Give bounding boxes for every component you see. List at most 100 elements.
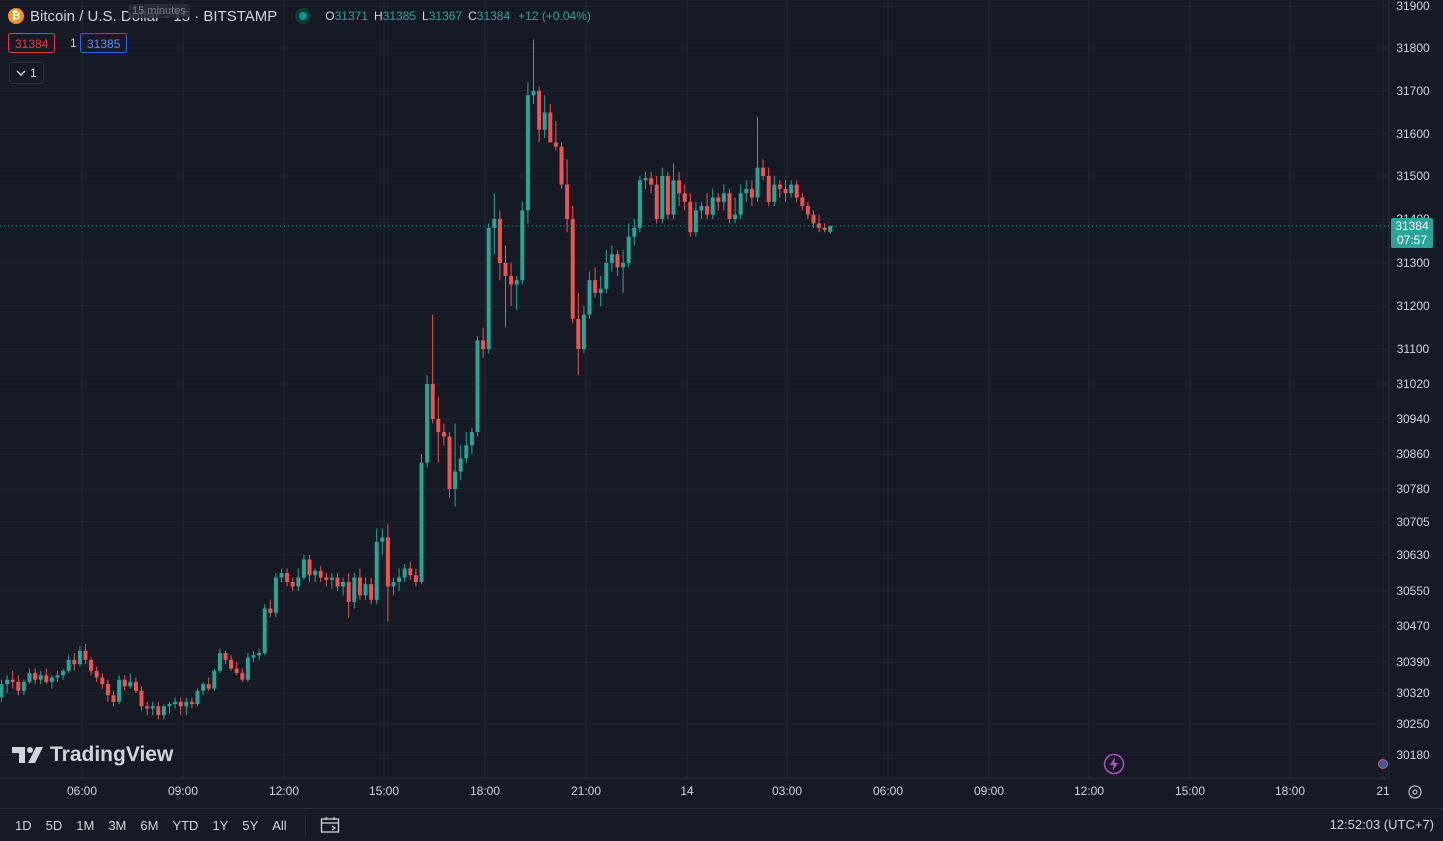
candlestick-chart[interactable]: 3190031800317003160031500314003130031200… <box>0 0 1443 808</box>
range-3m[interactable]: 3M <box>108 817 127 833</box>
candle <box>469 427 474 454</box>
x-tick-label: 09:00 <box>168 784 198 798</box>
candle <box>828 225 833 234</box>
candle-body <box>341 582 346 587</box>
candle-body <box>441 432 446 437</box>
buy-button[interactable]: 31385 <box>80 33 128 53</box>
x-tick-label: 15:00 <box>1175 784 1205 798</box>
flag-icon[interactable] <box>1378 753 1388 775</box>
market-status-icon[interactable] <box>299 12 308 20</box>
flash-icon[interactable] <box>1103 753 1125 775</box>
candle-body <box>525 95 530 211</box>
tradingview-logo[interactable]: TradingView <box>12 743 173 767</box>
range-1y[interactable]: 1Y <box>212 817 229 833</box>
candle-body <box>492 219 497 228</box>
range-6m[interactable]: 6M <box>140 817 159 833</box>
indicators-toggle[interactable]: 1 <box>9 62 44 84</box>
candle <box>419 454 424 585</box>
ohlc-high-label: H <box>374 9 383 23</box>
candle-body <box>458 458 463 472</box>
candle <box>425 375 430 468</box>
candle-body <box>0 684 4 698</box>
candle-body <box>761 167 766 176</box>
price-axis[interactable]: 3190031800317003160031500314003130031200… <box>1396 0 1430 762</box>
candle <box>537 86 542 143</box>
candle <box>581 306 586 354</box>
candle <box>324 573 329 587</box>
candle-body <box>615 254 620 268</box>
candle-body <box>402 568 407 578</box>
candle-body <box>111 695 116 702</box>
candle <box>61 668 66 680</box>
candle-body <box>447 436 452 489</box>
candle-body <box>822 227 827 230</box>
range-1m[interactable]: 1M <box>76 817 95 833</box>
candle-body <box>5 679 10 685</box>
candle <box>16 675 21 696</box>
y-tick-label: 30320 <box>1396 686 1430 700</box>
candle <box>475 336 480 437</box>
range-ytd[interactable]: YTD <box>172 817 199 833</box>
candle-body <box>55 675 60 678</box>
time-axis[interactable]: 06:00 09:00 12:00 15:00 18:00 21:00 14 03:00 06:… <box>67 784 1390 798</box>
ohlc-open-label: O <box>325 9 335 23</box>
candle-body <box>576 318 581 349</box>
candle-body <box>391 582 396 587</box>
candle-body <box>621 263 626 268</box>
candle <box>285 568 290 587</box>
ohlc-change: +12 (+0.04%) <box>518 9 591 23</box>
candle <box>705 193 710 219</box>
candle-body <box>346 582 351 602</box>
candle <box>693 201 698 237</box>
candle-body <box>777 184 782 189</box>
x-tick-label: 06:00 <box>67 784 97 798</box>
candle <box>665 171 670 219</box>
candle <box>49 675 54 689</box>
candle <box>811 210 816 228</box>
candle <box>341 577 346 596</box>
candle-body <box>671 180 676 215</box>
quantity-label: 1 <box>70 36 77 50</box>
y-tick-label: 31900 <box>1396 0 1430 13</box>
candle <box>408 561 413 580</box>
candle-body <box>733 214 738 219</box>
bottom-toolbar: 1D 5D 1M 3M 6M YTD 1Y 5Y All 12:52:03 (U… <box>0 808 1443 841</box>
range-5y[interactable]: 5Y <box>242 817 259 833</box>
candle-body <box>49 677 54 682</box>
candle <box>570 206 575 324</box>
candle-body <box>240 673 245 680</box>
candle-body <box>234 668 239 674</box>
range-all[interactable]: All <box>272 817 287 833</box>
settings-icon[interactable] <box>1404 782 1426 802</box>
range-1d[interactable]: 1D <box>15 817 32 833</box>
candle-body <box>626 236 631 263</box>
grid-lines <box>0 0 1389 778</box>
candle-body <box>520 210 525 281</box>
candle <box>794 180 799 202</box>
candle <box>245 653 250 682</box>
candle-body <box>475 340 480 433</box>
sell-button[interactable]: 31384 <box>8 33 56 53</box>
candle <box>593 267 598 298</box>
x-tick-label: 18:00 <box>1275 784 1305 798</box>
range-5d[interactable]: 5D <box>45 817 63 833</box>
candle <box>604 249 609 294</box>
x-tick-label: 21:00 <box>571 784 601 798</box>
candle-body <box>206 684 211 689</box>
candle <box>744 180 749 202</box>
calendar-range-icon[interactable] <box>304 815 340 835</box>
candle-body <box>38 675 43 680</box>
candle-body <box>301 559 306 578</box>
candle-body <box>408 568 413 576</box>
candle <box>800 193 805 211</box>
candle-body <box>105 684 110 696</box>
candle-body <box>94 670 99 678</box>
y-tick-label: 31020 <box>1396 377 1430 391</box>
candle <box>654 176 659 224</box>
candle-body <box>794 184 799 198</box>
candle <box>189 697 194 709</box>
utc-clock[interactable]: 12:52:03 (UTC+7) <box>1329 817 1434 832</box>
logo-text: TradingView <box>50 743 174 766</box>
candle <box>0 679 4 702</box>
candle <box>94 666 99 682</box>
